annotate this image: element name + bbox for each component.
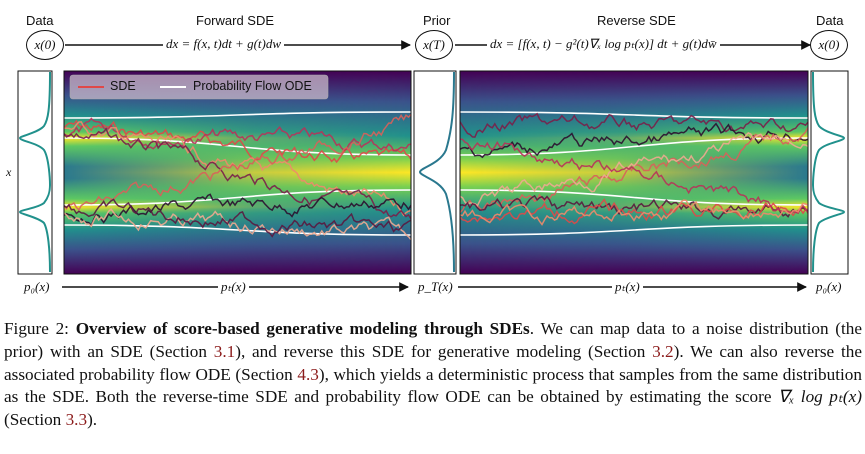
caption-text: ), and reverse this SDE for generative m… — [235, 341, 653, 361]
left-data-density-curve — [18, 71, 52, 273]
sde-trajectory — [64, 127, 411, 220]
node-x0-right: x(0) — [810, 30, 848, 60]
label-p0-right: p₀(x) — [814, 279, 842, 295]
label-pT: p_T(x) — [416, 279, 455, 295]
score-expression: ∇ₓ log pₜ(x) — [777, 387, 862, 407]
section-ref[interactable]: 4.3 — [297, 364, 319, 384]
ode-trajectory — [460, 224, 808, 236]
legend-ode-label: Probability Flow ODE — [193, 79, 312, 93]
node-x0-left: x(0) — [26, 30, 64, 60]
right-data-density-panel — [810, 70, 849, 275]
caption-text: ). We can also reverse the associated pr… — [4, 341, 862, 384]
label-pt-right: pₜ(x) — [612, 279, 643, 295]
label-forward-sde: Forward SDE — [196, 13, 275, 28]
sde-trajectory — [64, 113, 411, 211]
prior-density-curve — [418, 71, 455, 273]
left-data-density-panel — [17, 70, 53, 275]
y-axis-label: x — [6, 165, 12, 179]
ode-trajectory — [460, 189, 808, 206]
caption-text: ), which yields a deterministic process … — [4, 364, 862, 407]
figure-caption: Figure 2: Overview of score-based genera… — [4, 318, 862, 432]
label-p0-left: p₀(x) — [24, 279, 52, 295]
sde-trajectory — [460, 199, 808, 226]
sde-trajectory — [460, 122, 808, 159]
figure-diagram — [17, 40, 849, 292]
sde-trajectory — [64, 193, 411, 228]
ode-trajectory — [64, 111, 411, 119]
label-prior: Prior — [423, 13, 451, 28]
forward-sde-equation: dx = f(x, t)dt + g(t)dw — [163, 36, 285, 52]
right-data-density-curve — [811, 71, 846, 273]
sde-trajectory — [460, 131, 808, 207]
sde-trajectory — [460, 138, 808, 215]
ode-trajectory — [460, 111, 808, 119]
sde-trajectory — [460, 198, 808, 225]
label-pt-left: pₜ(x) — [218, 279, 249, 295]
legend — [69, 74, 329, 100]
ode-trajectory — [64, 224, 411, 236]
forward-heatmap — [64, 71, 411, 274]
sde-trajectory — [64, 119, 411, 164]
ode-trajectory — [64, 189, 411, 206]
sde-trajectory — [460, 194, 808, 220]
sde-trajectory — [64, 207, 411, 241]
label-data-right: Data — [816, 13, 844, 28]
section-ref[interactable]: 3.1 — [213, 341, 236, 361]
caption-title: Overview of score-based generative model… — [75, 319, 530, 338]
legend-sde-label: SDE — [110, 79, 136, 93]
reverse-heatmap — [460, 71, 808, 274]
caption-text: . We can map data to a noise distributio… — [4, 319, 862, 361]
caption-label: Figure 2: — [4, 319, 69, 338]
label-data-left: Data — [26, 13, 54, 28]
section-ref[interactable]: 3.3 — [65, 410, 88, 430]
caption-text: (Section — [4, 410, 66, 430]
sde-trajectory — [64, 198, 411, 238]
sde-trajectory — [64, 117, 411, 152]
section-ref[interactable]: 3.2 — [652, 341, 674, 361]
node-xT: x(T) — [415, 30, 453, 60]
sde-trajectory — [460, 112, 808, 138]
reverse-sde-equation: dx = [f(x, t) − g²(t)∇ₓ log pₜ(x)] dt + … — [487, 36, 720, 52]
caption-text: ). — [87, 410, 98, 430]
label-reverse-sde: Reverse SDE — [597, 13, 676, 28]
